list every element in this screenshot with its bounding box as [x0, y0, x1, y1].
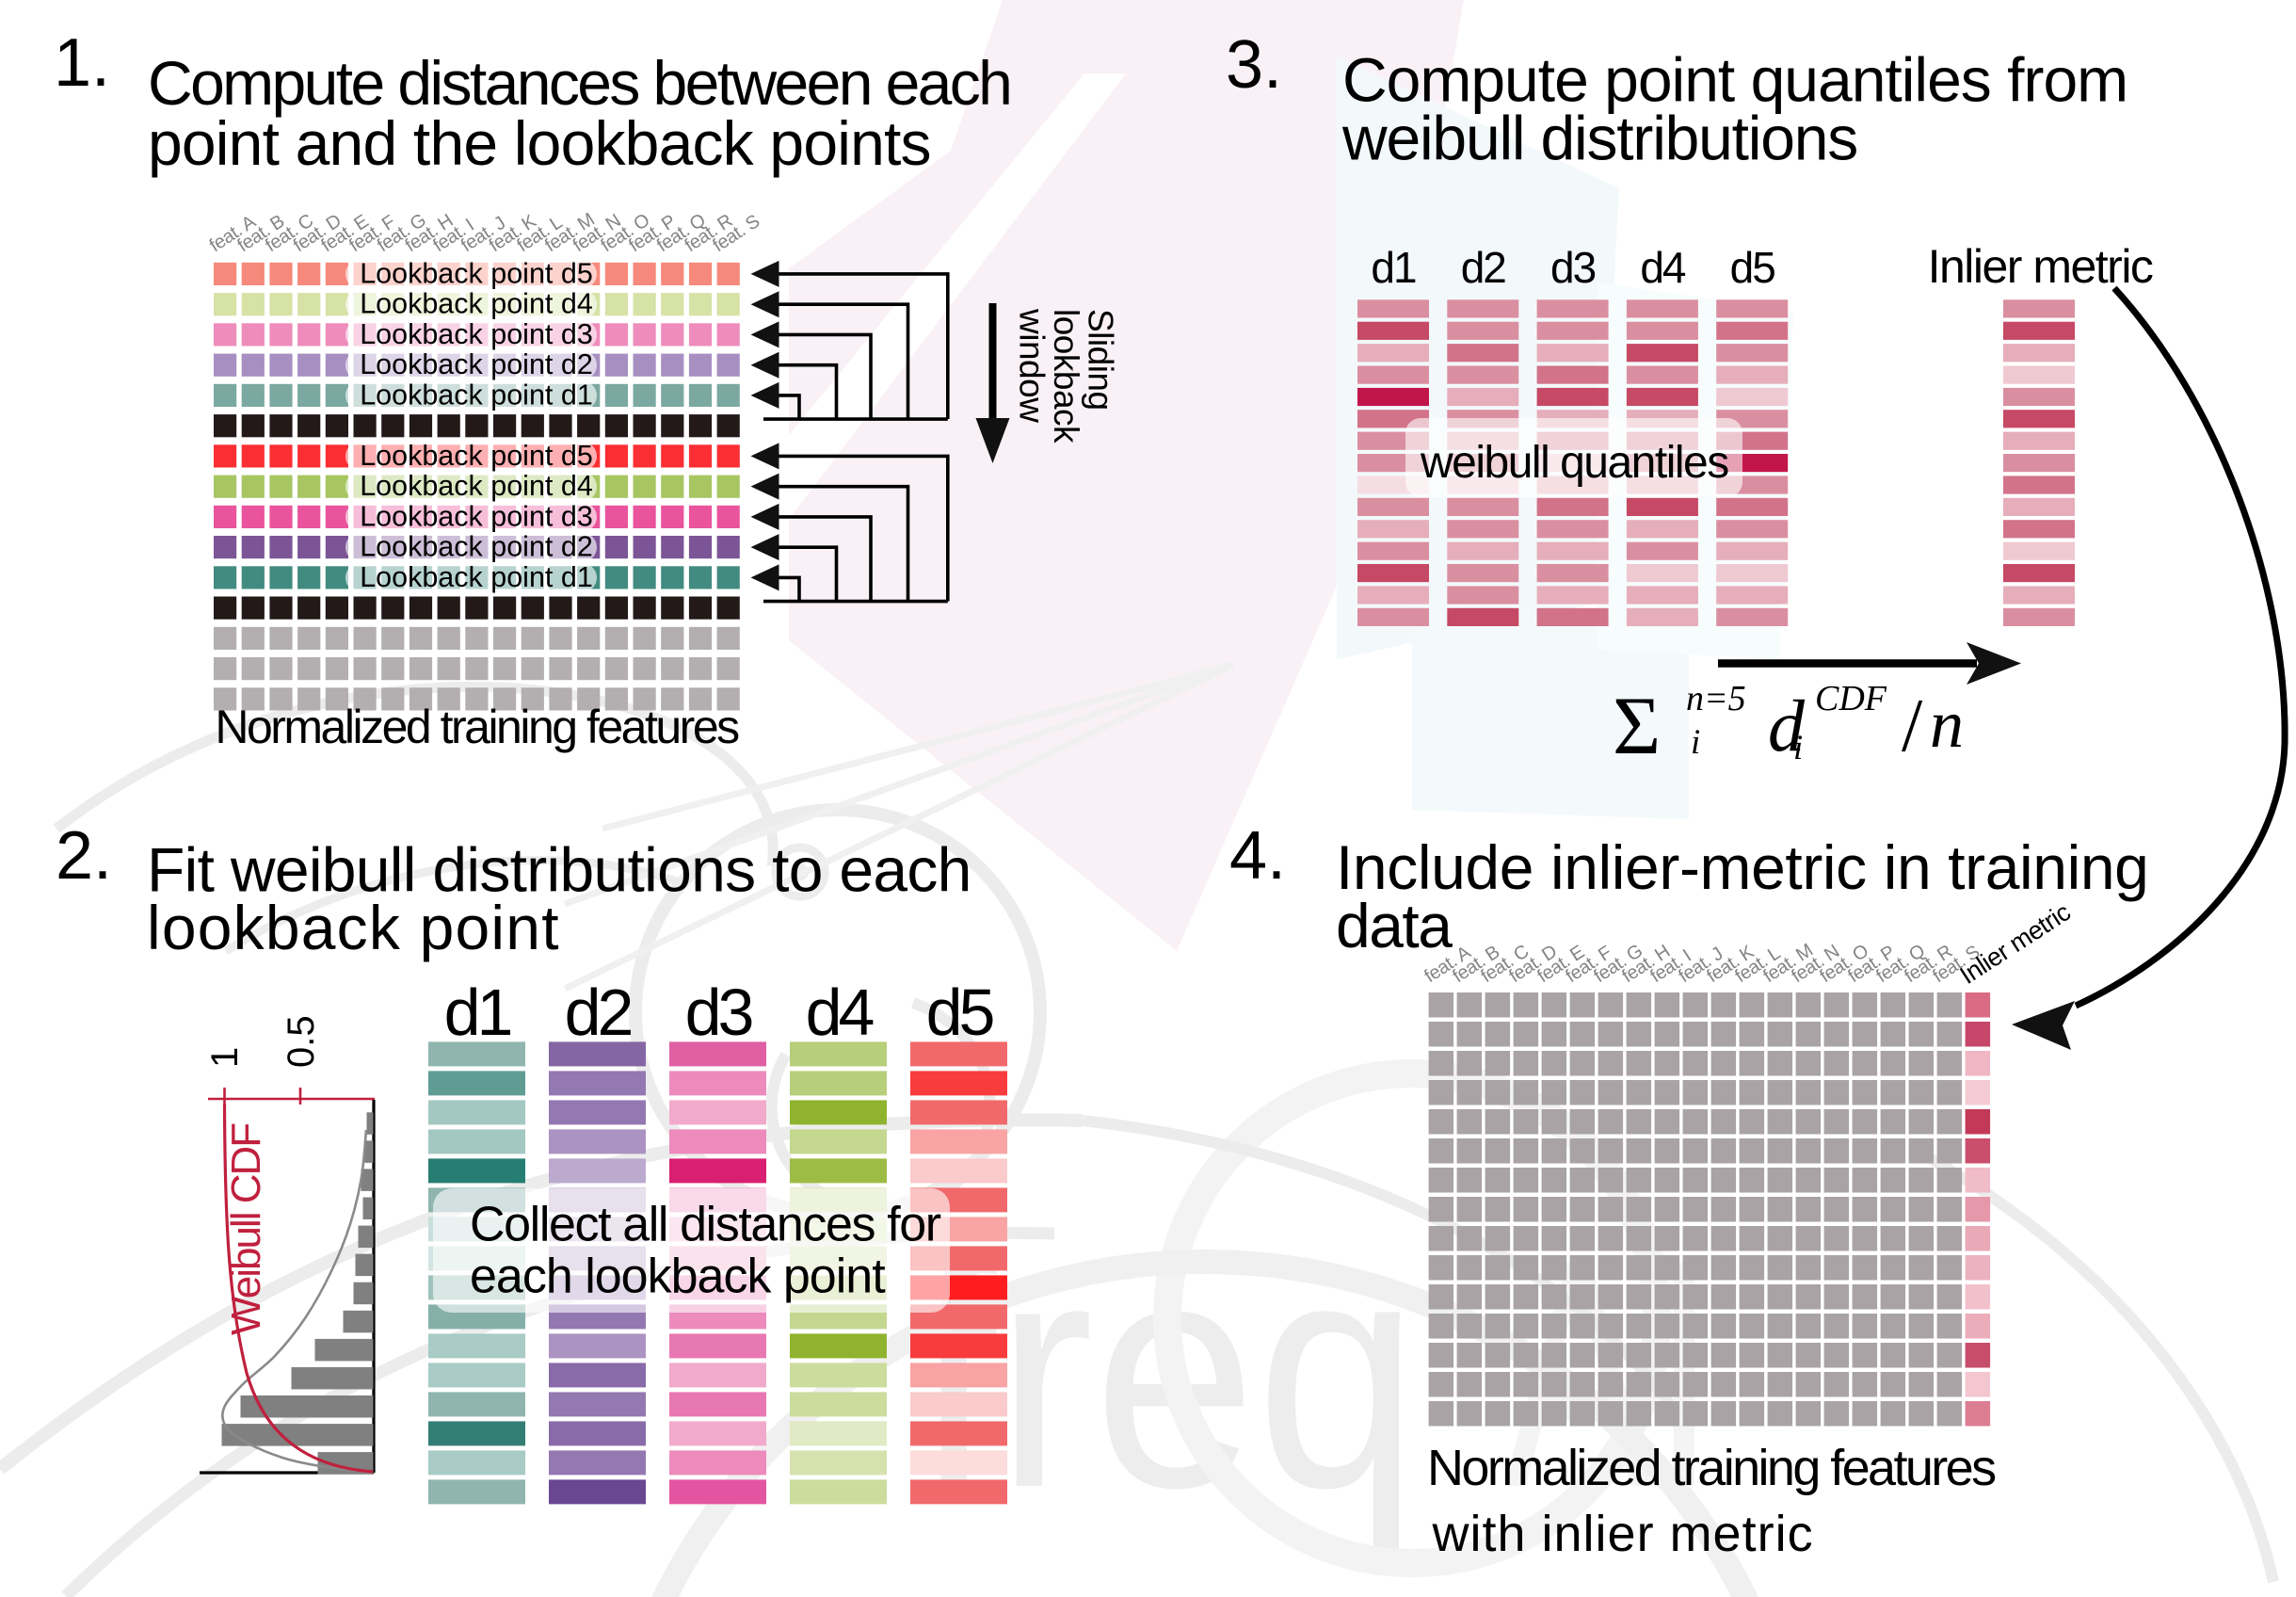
svg-text:Normalized training features: Normalized training features [1427, 1440, 1996, 1496]
svg-text:weibull quantiles: weibull quantiles [1420, 438, 1728, 488]
svg-text:Lookback point d1: Lookback point d1 [360, 561, 593, 593]
svg-text:d1: d1 [1371, 243, 1416, 292]
svg-text:Lookback point d2: Lookback point d2 [360, 531, 593, 563]
svg-text:CDF: CDF [1815, 679, 1887, 718]
svg-text:Lookback point d2: Lookback point d2 [360, 348, 593, 380]
svg-text:d1: d1 [444, 976, 511, 1049]
svg-text:Include inlier-metric in train: Include inlier-metric in training [1336, 832, 2149, 902]
svg-text:d5: d5 [926, 976, 993, 1049]
svg-text:Compute distances between each: Compute distances between each [148, 48, 1010, 118]
svg-text:Compute point quantiles from: Compute point quantiles from [1342, 45, 2127, 115]
svg-text:with inlier metric: with inlier metric [1432, 1506, 1814, 1562]
svg-text:2.: 2. [56, 818, 112, 894]
svg-text:Collect all distances for: Collect all distances for [470, 1198, 941, 1252]
svg-text:Σ: Σ [1613, 681, 1661, 772]
svg-text:data: data [1336, 891, 1453, 960]
svg-text:d: d [1768, 685, 1806, 766]
svg-text:Lookback point d3: Lookback point d3 [360, 500, 593, 532]
svg-text:Lookback point d5: Lookback point d5 [360, 257, 593, 289]
svg-text:d2: d2 [565, 976, 632, 1049]
svg-text:1: 1 [204, 1047, 246, 1068]
svg-text:each lookback point: each lookback point [470, 1250, 886, 1304]
svg-text:d2: d2 [1461, 243, 1506, 292]
svg-text:d4: d4 [1640, 243, 1686, 292]
svg-text:Fit weibull distributions to e: Fit weibull distributions to each [147, 835, 971, 905]
svg-text:3.: 3. [1226, 27, 1282, 103]
svg-text:d4: d4 [806, 976, 874, 1049]
svg-text:/: / [1902, 685, 1923, 767]
svg-text:d5: d5 [1730, 243, 1775, 292]
svg-text:lookback point: lookback point [147, 893, 560, 962]
svg-text:d3: d3 [685, 976, 752, 1049]
svg-text:Lookback point d5: Lookback point d5 [360, 440, 593, 472]
svg-text:4.: 4. [1229, 818, 1286, 894]
svg-text:d3: d3 [1550, 243, 1596, 292]
svg-text:n: n [1930, 686, 1964, 762]
svg-text:Normalized training features: Normalized training features [215, 701, 739, 753]
svg-text:0.5: 0.5 [281, 1015, 322, 1068]
svg-text:Lookback point d4: Lookback point d4 [360, 470, 593, 502]
svg-text:Lookback point d4: Lookback point d4 [360, 288, 593, 320]
svg-text:Lookback point d3: Lookback point d3 [360, 318, 593, 350]
svg-text:i: i [1691, 723, 1700, 762]
svg-text:point and the lookback points: point and the lookback points [148, 108, 931, 178]
svg-text:n=5: n=5 [1686, 679, 1746, 718]
svg-text:Weibull CDF: Weibull CDF [223, 1123, 269, 1335]
svg-text:Inlier metric: Inlier metric [1928, 240, 2153, 293]
svg-text:weibull distributions: weibull distributions [1341, 104, 1857, 173]
svg-text:Slidinglookbackwindow: Slidinglookbackwindow [1012, 308, 1119, 444]
svg-text:i: i [1793, 729, 1803, 767]
svg-text:Lookback point d1: Lookback point d1 [360, 379, 593, 411]
svg-text:1.: 1. [54, 25, 110, 101]
